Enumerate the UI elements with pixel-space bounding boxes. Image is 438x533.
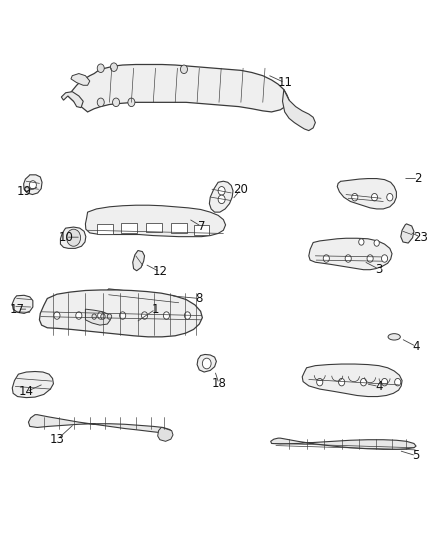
Polygon shape [68,64,289,112]
Circle shape [387,193,393,201]
Polygon shape [302,364,402,397]
Text: 3: 3 [375,263,382,276]
Text: 13: 13 [49,433,64,446]
Circle shape [395,378,401,386]
Text: 19: 19 [17,185,32,198]
Text: 20: 20 [233,183,248,196]
Circle shape [120,312,126,319]
Polygon shape [337,179,396,209]
Circle shape [92,314,96,319]
Circle shape [29,181,36,189]
Circle shape [367,255,373,262]
Polygon shape [283,90,315,131]
Polygon shape [401,224,414,243]
Circle shape [381,378,388,386]
Circle shape [76,312,82,319]
Polygon shape [158,427,173,441]
Polygon shape [133,251,145,271]
Polygon shape [71,74,90,85]
Circle shape [107,314,112,319]
Circle shape [360,378,367,386]
Polygon shape [85,205,226,237]
Circle shape [97,98,104,107]
Circle shape [374,240,379,246]
Text: 4: 4 [412,340,420,353]
Text: 1: 1 [152,303,159,316]
Polygon shape [271,438,416,449]
Text: 11: 11 [277,76,292,89]
Circle shape [128,98,135,107]
Circle shape [323,255,329,262]
Bar [146,223,162,232]
Circle shape [180,65,187,74]
Circle shape [110,63,117,71]
Text: 5: 5 [413,449,420,462]
Text: 8: 8 [196,292,203,305]
Circle shape [359,239,364,245]
Circle shape [97,64,104,72]
Circle shape [101,314,105,319]
Circle shape [163,312,170,319]
Text: 7: 7 [198,220,205,233]
Circle shape [141,312,148,319]
Text: 23: 23 [413,231,428,244]
Text: 4: 4 [375,380,383,393]
Bar [194,225,209,235]
Text: 10: 10 [58,231,73,244]
Circle shape [381,255,388,262]
Polygon shape [197,354,216,372]
Polygon shape [209,181,233,212]
Circle shape [339,378,345,386]
Circle shape [202,358,211,369]
Polygon shape [61,92,83,108]
Text: 14: 14 [19,385,34,398]
Polygon shape [24,175,42,195]
Circle shape [98,312,104,319]
Bar [171,223,187,233]
Text: 2: 2 [414,172,422,185]
Polygon shape [105,289,180,308]
Text: 17: 17 [10,303,25,316]
Polygon shape [12,295,33,313]
Circle shape [67,229,81,246]
Circle shape [218,195,225,204]
Polygon shape [39,290,202,337]
Polygon shape [28,415,172,433]
Circle shape [371,193,378,201]
Ellipse shape [388,334,400,340]
Text: 18: 18 [212,377,226,390]
Polygon shape [85,309,110,325]
Bar [121,223,137,233]
Circle shape [345,255,351,262]
Text: 12: 12 [152,265,167,278]
Circle shape [54,312,60,319]
Polygon shape [60,227,86,248]
Circle shape [352,193,358,201]
Circle shape [218,187,225,195]
Polygon shape [309,238,392,270]
Bar [97,224,113,234]
Circle shape [317,378,323,386]
Circle shape [113,98,120,107]
Circle shape [184,312,191,319]
Polygon shape [12,372,53,398]
